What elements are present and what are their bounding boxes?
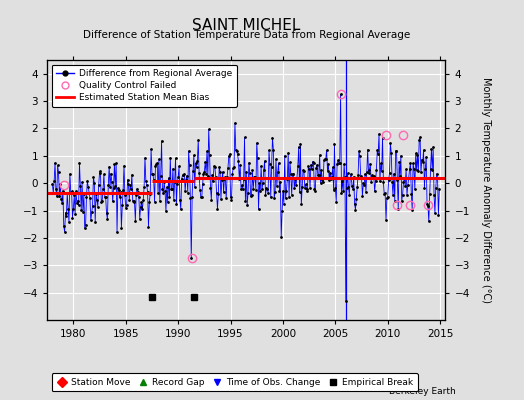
Y-axis label: Monthly Temperature Anomaly Difference (°C): Monthly Temperature Anomaly Difference (…	[481, 77, 491, 303]
Text: Berkeley Earth: Berkeley Earth	[389, 387, 456, 396]
Text: Difference of Station Temperature Data from Regional Average: Difference of Station Temperature Data f…	[83, 30, 410, 40]
Legend: Station Move, Record Gap, Time of Obs. Change, Empirical Break: Station Move, Record Gap, Time of Obs. C…	[52, 374, 418, 392]
Text: SAINT MICHEL: SAINT MICHEL	[192, 18, 300, 33]
Legend: Difference from Regional Average, Quality Control Failed, Estimated Station Mean: Difference from Regional Average, Qualit…	[52, 64, 236, 107]
